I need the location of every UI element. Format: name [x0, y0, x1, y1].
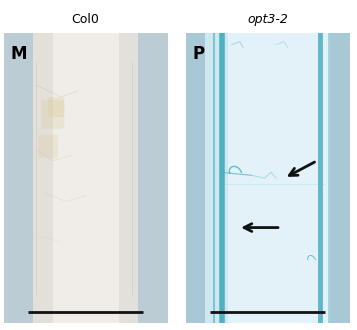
Text: Col0: Col0: [72, 14, 100, 26]
FancyBboxPatch shape: [38, 135, 58, 158]
Text: opt3-2: opt3-2: [247, 14, 288, 26]
Bar: [33, 33, 53, 323]
Bar: [119, 33, 138, 323]
FancyBboxPatch shape: [48, 97, 64, 117]
Text: M: M: [10, 45, 27, 63]
Bar: [186, 33, 205, 323]
Bar: [33, 33, 138, 323]
Text: P: P: [192, 45, 204, 63]
Bar: [138, 33, 168, 323]
Bar: [205, 33, 330, 323]
FancyBboxPatch shape: [41, 100, 64, 129]
Bar: [4, 33, 33, 323]
Bar: [205, 33, 228, 323]
Bar: [330, 33, 350, 323]
